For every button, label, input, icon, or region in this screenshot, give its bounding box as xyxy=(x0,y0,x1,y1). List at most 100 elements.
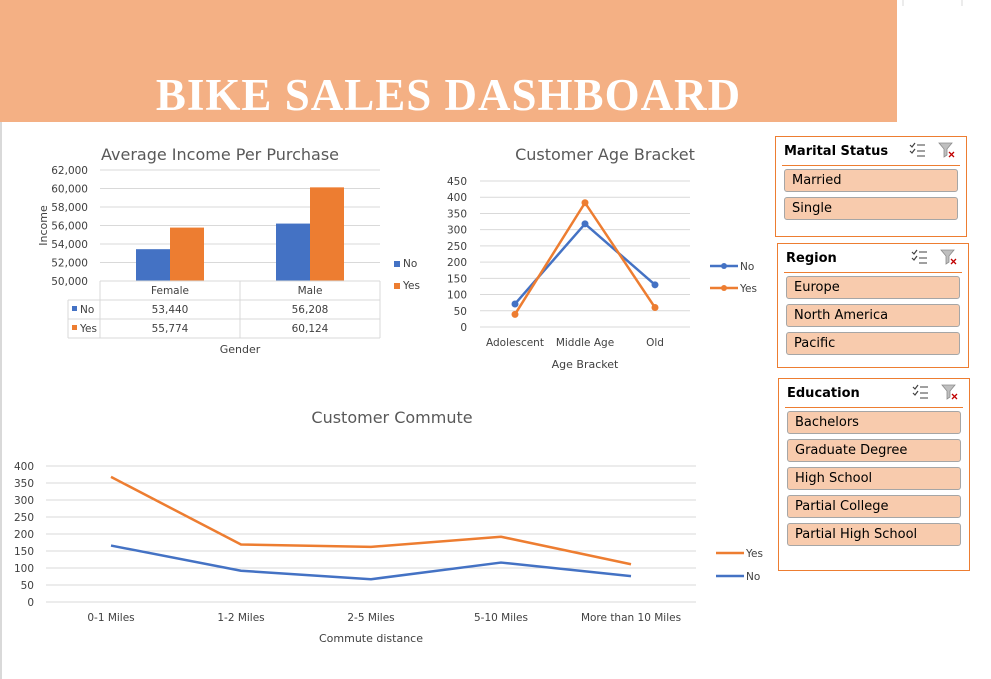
x-category-label: 2-5 Miles xyxy=(347,612,394,624)
y-tick-label: 100 xyxy=(14,563,34,575)
y-tick-label: 50,000 xyxy=(51,276,88,288)
slicer-title: Region xyxy=(786,251,837,266)
legend-label: No xyxy=(746,571,760,583)
average-income-chart-svg: Average Income Per Purchase 50,000 52,000 5… xyxy=(37,145,420,356)
y-tick-label: 50 xyxy=(21,580,34,592)
y-tick-label: 150 xyxy=(447,273,467,285)
slicer-item-graduate-degree[interactable]: Graduate Degree xyxy=(787,439,961,462)
x-category-label: 0-1 Miles xyxy=(87,612,134,624)
series-line-yes xyxy=(110,475,632,566)
y-tick-label: 0 xyxy=(460,322,467,334)
legend-key-yes xyxy=(394,283,400,289)
x-category-label: 5-10 Miles xyxy=(474,612,528,624)
bar-yes-female xyxy=(170,227,204,281)
x-axis-title: Gender xyxy=(220,343,261,356)
y-tick-label: 250 xyxy=(14,512,34,524)
legend-label: Yes xyxy=(402,280,420,292)
slicer-item-bachelors[interactable]: Bachelors xyxy=(787,411,961,434)
data-label: 53,440 xyxy=(152,304,189,316)
dashboard-title: BIKE SALES DASHBOARD xyxy=(155,70,742,120)
bar-yes-male xyxy=(310,187,344,281)
clear-filter-icon[interactable] xyxy=(941,383,959,401)
slicer-title: Marital Status xyxy=(784,144,889,159)
y-tick-label: 400 xyxy=(14,461,34,473)
data-point-yes xyxy=(581,199,589,207)
legend-marker xyxy=(721,285,727,291)
legend-label: Yes xyxy=(739,283,757,295)
slicer-header: Region xyxy=(784,244,962,273)
dashboard-banner: BIKE SALES DASHBOARD xyxy=(0,0,897,122)
slicer-item-partial-high-school[interactable]: Partial High School xyxy=(787,523,961,546)
x-category-label: Male xyxy=(298,285,323,297)
data-label: 56,208 xyxy=(292,304,329,316)
multi-select-icon[interactable] xyxy=(911,383,929,401)
y-tick-label: 350 xyxy=(447,208,467,220)
multi-select-icon[interactable] xyxy=(908,141,926,159)
chart-title: Customer Commute xyxy=(311,408,472,427)
x-category-label: Adolescent xyxy=(486,337,544,349)
y-tick-label: 150 xyxy=(14,546,34,558)
slicer-item-europe[interactable]: Europe xyxy=(786,276,960,299)
marital-status-slicer[interactable]: Marital Status Married Single xyxy=(775,136,967,237)
data-point-no xyxy=(581,220,589,228)
slicer-item-partial-college[interactable]: Partial College xyxy=(787,495,961,518)
clear-filter-icon[interactable] xyxy=(940,248,958,266)
y-tick-label: 100 xyxy=(447,290,467,302)
slicer-item-high-school[interactable]: High School xyxy=(787,467,961,490)
chart-title: Customer Age Bracket xyxy=(515,145,695,164)
slicer-item-single[interactable]: Single xyxy=(784,197,958,220)
slicer-header: Education xyxy=(785,379,963,408)
bar-no-female xyxy=(136,249,170,281)
legend-marker xyxy=(721,263,727,269)
worksheet-left-border xyxy=(0,0,2,679)
slicer-header: Marital Status xyxy=(782,137,960,166)
y-tick-label: 200 xyxy=(14,529,34,541)
multi-select-icon[interactable] xyxy=(910,248,928,266)
legend-label: Yes xyxy=(745,548,763,560)
table-legend-key xyxy=(72,325,77,330)
y-tick-label: 60,000 xyxy=(51,184,88,196)
y-tick-label: 300 xyxy=(14,495,34,507)
slicer-title: Education xyxy=(787,386,860,401)
y-tick-label: 58,000 xyxy=(51,202,88,214)
y-axis-title: Income xyxy=(37,205,50,246)
slicer-item-north-america[interactable]: North America xyxy=(786,304,960,327)
region-slicer[interactable]: Region Europe North America Pacific xyxy=(777,243,969,368)
x-category-label: More than 10 Miles xyxy=(581,612,681,624)
x-category-label: Female xyxy=(151,285,189,297)
table-legend-key xyxy=(72,306,77,311)
data-point-yes xyxy=(651,304,659,312)
legend-label: No xyxy=(740,261,754,273)
bar-no-male xyxy=(276,223,310,281)
y-tick-label: 350 xyxy=(14,478,34,490)
x-category-label: Middle Age xyxy=(556,337,614,349)
y-tick-label: 56,000 xyxy=(51,221,88,233)
data-point-no xyxy=(651,281,659,289)
x-category-label: Old xyxy=(646,337,664,349)
y-tick-label: 54,000 xyxy=(51,239,88,251)
y-tick-label: 200 xyxy=(447,257,467,269)
slicer-item-pacific[interactable]: Pacific xyxy=(786,332,960,355)
education-slicer[interactable]: Education Bachelors Graduate Degree High… xyxy=(778,378,970,571)
y-tick-label: 400 xyxy=(447,192,467,204)
y-tick-label: 300 xyxy=(447,225,467,237)
average-income-chart[interactable]: Average Income Per Purchase 50,000 52,000 5… xyxy=(30,140,440,365)
y-tick-label: 50 xyxy=(454,306,467,318)
table-series-name: Yes xyxy=(79,323,97,335)
slicer-item-married[interactable]: Married xyxy=(784,169,958,192)
y-tick-label: 450 xyxy=(447,176,467,188)
legend-key-no xyxy=(394,261,400,267)
clear-filter-icon[interactable] xyxy=(938,141,956,159)
series-line-no xyxy=(110,544,632,581)
data-label: 55,774 xyxy=(152,323,189,335)
table-series-name: No xyxy=(80,304,94,316)
data-point-no xyxy=(511,300,519,308)
data-point-yes xyxy=(511,310,519,318)
customer-age-chart[interactable]: Customer Age Bracket 0 50 100 150 200 250 300 35… xyxy=(440,140,770,375)
y-tick-label: 62,000 xyxy=(51,165,88,177)
customer-commute-chart[interactable]: Customer Commute 0 50 100 150 200 250 300 350 400… xyxy=(10,400,780,650)
series-line-no xyxy=(514,222,656,305)
legend-label: No xyxy=(403,258,417,270)
customer-age-chart-svg: Customer Age Bracket 0 50 100 150 200 250 300 35… xyxy=(447,145,757,371)
y-tick-label: 0 xyxy=(27,597,34,609)
